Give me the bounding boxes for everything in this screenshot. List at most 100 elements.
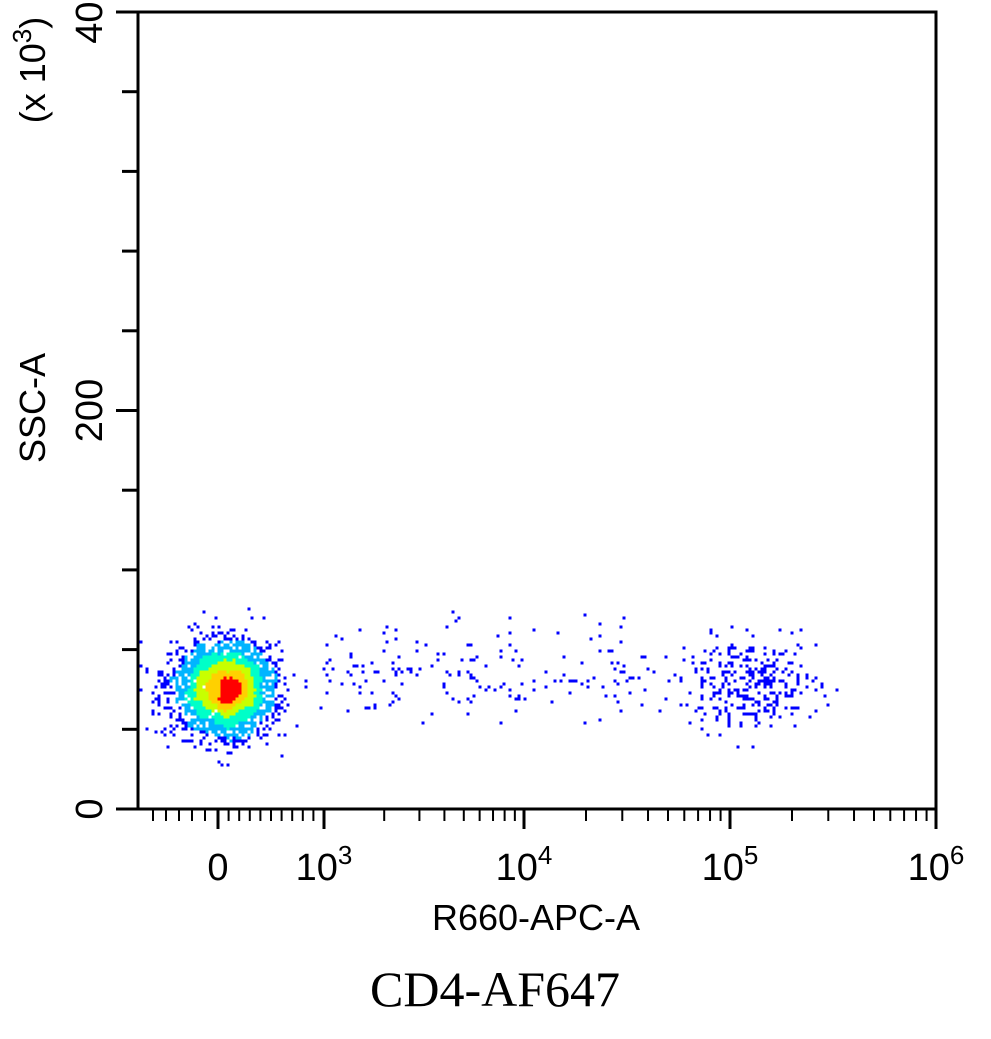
event-dot [226,715,230,719]
event-dot [181,658,185,662]
event-dot [220,688,224,692]
event-dot [226,685,230,689]
event-dot [253,667,257,671]
event-dot [805,676,809,680]
event-dot [238,697,242,701]
event-dot [799,628,803,632]
event-dot [226,664,230,668]
event-dot [205,691,209,695]
event-dot [169,730,173,734]
event-dot [727,715,731,719]
event-dot [205,655,209,659]
event-dot [256,700,260,704]
event-dot [253,658,257,662]
x-tick-base: 10 [702,847,744,889]
event-dot [223,730,227,734]
event-dot [265,658,269,662]
event-dot [214,694,218,698]
event-dot [190,652,194,656]
event-dot [793,688,797,692]
event-dot [172,676,176,680]
event-dot [250,706,254,710]
y-axis-ticks [116,10,138,811]
event-dot [190,721,194,725]
event-dot [229,652,233,656]
event-dot [151,691,155,695]
event-dot [259,715,263,719]
event-dot [757,703,761,707]
event-dot [532,679,536,683]
event-dot [580,682,584,686]
event-dot [757,691,761,695]
event-dot [256,697,260,701]
event-dot [763,709,767,713]
event-dot [262,649,266,653]
event-dot [721,673,725,677]
event-dot [202,727,206,731]
event-dot [247,607,251,611]
event-dot [208,712,212,716]
event-dot [262,709,266,713]
event-dot [394,673,398,677]
event-dot [232,721,236,725]
event-dot [760,673,764,677]
event-dot [193,721,197,725]
event-dot [763,667,767,671]
event-dot [718,712,722,716]
event-dot [514,649,518,653]
event-dot [736,655,740,659]
event-dot [286,703,290,707]
event-dot [181,718,185,722]
event-dot [760,667,764,671]
event-dot [241,712,245,716]
event-dot [256,658,260,662]
event-dot [205,670,209,674]
event-dot [220,664,224,668]
event-dot [259,646,263,650]
event-dot [241,664,245,668]
event-dot [226,691,230,695]
event-dot [175,718,179,722]
event-dot [700,727,704,731]
event-dot [208,673,212,677]
event-dot [256,691,260,695]
event-dot [508,694,512,698]
event-dot [448,673,452,677]
event-dot [232,694,236,698]
event-dot [472,658,476,662]
event-dot [208,679,212,683]
event-dot [211,691,215,695]
event-dot [178,664,182,668]
event-dot [430,664,434,668]
event-dot [295,724,299,728]
event-dot [223,724,227,728]
event-dot [718,688,722,692]
event-dot [745,697,749,701]
y-multiplier-exp: 3 [7,29,37,43]
event-dot [727,721,731,725]
event-dot [253,706,257,710]
event-dot [241,685,245,689]
event-dot [250,697,254,701]
event-dot [754,685,758,689]
event-dot [229,709,233,713]
event-dot [217,679,221,683]
event-dot [784,682,788,686]
event-dot [382,649,386,653]
event-dot [478,685,482,689]
event-dot [232,682,236,686]
event-dot [211,673,215,677]
event-dot [220,667,224,671]
event-dot [190,679,194,683]
event-dot [718,733,722,737]
event-dot [196,652,200,656]
event-dot [250,691,254,695]
event-dot [694,670,698,674]
event-dot [211,625,215,629]
event-dot [238,709,242,713]
event-dot [214,658,218,662]
event-dot [211,676,215,680]
event-dot [190,658,194,662]
event-dot [244,706,248,710]
event-dot [187,700,191,704]
